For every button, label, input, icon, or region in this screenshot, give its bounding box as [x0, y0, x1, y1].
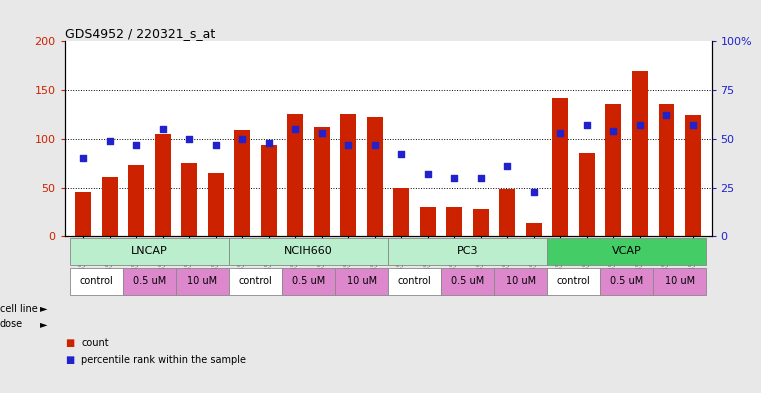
Point: [77, 155, 89, 162]
Text: ■: ■: [65, 355, 74, 365]
Text: percentile rank within the sample: percentile rank within the sample: [81, 355, 247, 365]
Point: [581, 122, 593, 129]
Text: cell line: cell line: [0, 303, 38, 314]
Point: [501, 163, 514, 169]
Point: [475, 175, 487, 181]
Text: 0.5 uM: 0.5 uM: [133, 276, 166, 286]
Bar: [229, 238, 388, 265]
Bar: [70, 238, 229, 265]
Text: control: control: [80, 276, 113, 286]
Bar: [388, 268, 441, 295]
Bar: [552, 98, 568, 237]
Text: NCIH660: NCIH660: [284, 246, 333, 256]
Bar: [154, 134, 170, 237]
Point: [369, 141, 381, 148]
Bar: [367, 118, 383, 237]
Text: 0.5 uM: 0.5 uM: [451, 276, 484, 286]
Bar: [388, 238, 547, 265]
Bar: [314, 127, 330, 237]
Point: [316, 130, 328, 136]
Point: [210, 141, 222, 148]
Text: count: count: [81, 338, 109, 348]
Bar: [102, 177, 118, 237]
Text: 0.5 uM: 0.5 uM: [292, 276, 325, 286]
Point: [183, 136, 196, 142]
Text: 10 uM: 10 uM: [346, 276, 377, 286]
Point: [395, 151, 407, 158]
Point: [634, 122, 646, 129]
Point: [289, 126, 301, 132]
Text: ►: ►: [40, 319, 47, 329]
Point: [263, 140, 275, 146]
Bar: [176, 268, 229, 295]
Bar: [282, 268, 335, 295]
Text: control: control: [239, 276, 272, 286]
Point: [236, 136, 248, 142]
Text: VCAP: VCAP: [612, 246, 642, 256]
Bar: [526, 223, 542, 237]
Bar: [441, 268, 494, 295]
Text: PC3: PC3: [457, 246, 479, 256]
Bar: [447, 207, 463, 237]
Bar: [653, 268, 706, 295]
Text: LNCAP: LNCAP: [131, 246, 168, 256]
Point: [342, 141, 355, 148]
Bar: [129, 165, 145, 237]
Bar: [229, 268, 282, 295]
Bar: [208, 173, 224, 237]
Text: control: control: [557, 276, 591, 286]
Text: ■: ■: [65, 338, 74, 348]
Point: [422, 171, 434, 177]
Bar: [335, 268, 388, 295]
Text: dose: dose: [0, 319, 23, 329]
Point: [528, 188, 540, 195]
Point: [607, 128, 619, 134]
Bar: [123, 268, 176, 295]
Point: [687, 122, 699, 129]
Bar: [658, 104, 674, 237]
Text: ►: ►: [40, 303, 47, 314]
Bar: [473, 209, 489, 237]
Bar: [70, 268, 123, 295]
Bar: [494, 268, 547, 295]
Bar: [340, 114, 356, 237]
Text: 10 uM: 10 uM: [505, 276, 536, 286]
Bar: [600, 268, 653, 295]
Point: [554, 130, 566, 136]
Bar: [393, 187, 409, 237]
Bar: [632, 70, 648, 237]
Text: control: control: [398, 276, 431, 286]
Point: [157, 126, 169, 132]
Bar: [75, 191, 91, 237]
Bar: [420, 207, 436, 237]
Bar: [547, 238, 706, 265]
Bar: [234, 130, 250, 237]
Point: [130, 141, 142, 148]
Bar: [579, 154, 595, 237]
Bar: [685, 116, 701, 237]
Point: [448, 175, 460, 181]
Bar: [547, 268, 600, 295]
Text: 10 uM: 10 uM: [187, 276, 218, 286]
Point: [103, 138, 116, 144]
Text: 10 uM: 10 uM: [664, 276, 695, 286]
Text: GDS4952 / 220321_s_at: GDS4952 / 220321_s_at: [65, 27, 215, 40]
Text: 0.5 uM: 0.5 uM: [610, 276, 643, 286]
Bar: [499, 189, 515, 237]
Bar: [288, 114, 304, 237]
Bar: [261, 145, 277, 237]
Bar: [606, 104, 622, 237]
Point: [661, 112, 673, 119]
Bar: [181, 163, 197, 237]
